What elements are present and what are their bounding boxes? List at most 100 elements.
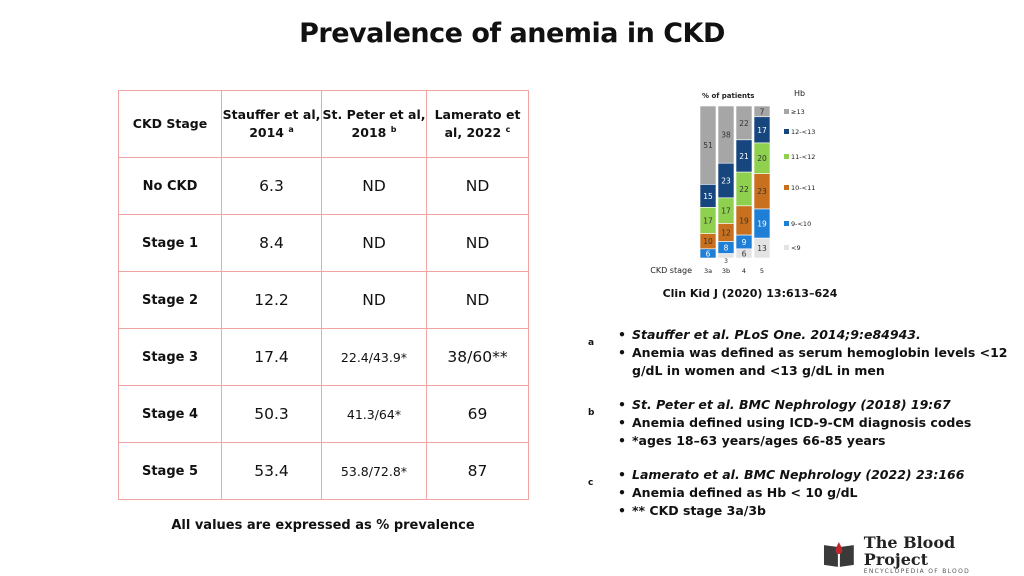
table-footnote: All values are expressed as % prevalence [171, 518, 475, 533]
stpeter-value: 41.3/64* [321, 385, 427, 443]
bar-value-label: 21 [739, 152, 749, 161]
x-tick-label: 3a [704, 267, 712, 275]
header-stpeter: St. Peter et al, 2018 b [321, 90, 427, 158]
legend-label: 9-<10 [791, 220, 811, 228]
bar-value-label: 22 [739, 119, 749, 128]
stage-cell: Stage 2 [118, 271, 222, 329]
legend-label: 12-<13 [791, 128, 815, 136]
bar-value-label: 51 [703, 141, 713, 150]
reference-a: a Stauffer et al. PLoS One. 2014;9:e8494… [588, 326, 1008, 380]
stpeter-value: ND [321, 271, 427, 329]
stpeter-value: 53.8/72.8* [321, 442, 427, 500]
reference-b: b St. Peter et al. BMC Nephrology (2018)… [588, 396, 1008, 450]
table-row: Stage 4 50.3 41.3/64* 69 [118, 385, 529, 443]
legend-swatch [784, 245, 789, 250]
stpeter-value: ND [321, 214, 427, 272]
book-drop-icon [823, 541, 854, 567]
lamerato-value: ND [426, 214, 529, 272]
bar-value-label: 6 [706, 249, 711, 258]
logo-name: The Blood Project [863, 533, 956, 569]
bar-value-label: 8 [724, 243, 729, 252]
prevalence-table: CKD Stage Stauffer et al, 2014 a St. Pet… [118, 90, 529, 500]
bar-value-label: 9 [742, 238, 747, 247]
stauffer-value: 50.3 [221, 385, 322, 443]
legend-label: ≥13 [791, 108, 805, 116]
stage-cell: Stage 1 [118, 214, 222, 272]
x-tick-label: 4 [742, 267, 746, 275]
header-ckd-stage: CKD Stage [118, 90, 222, 158]
legend-label: 10-<11 [791, 184, 815, 192]
references: a Stauffer et al. PLoS One. 2014;9:e8494… [588, 326, 1008, 536]
reference-citation: Lamerato et al. BMC Nephrology (2022) 23… [618, 466, 1008, 484]
stage-cell: Stage 3 [118, 328, 222, 386]
stauffer-value: 17.4 [221, 328, 322, 386]
bar-value-label: 17 [757, 126, 767, 135]
chart-title: % of patients [702, 92, 754, 100]
bar-value-label: 12 [721, 228, 731, 237]
stauffer-value: 12.2 [221, 271, 322, 329]
stauffer-value: 6.3 [221, 157, 322, 215]
reference-note: Anemia defined as Hb < 10 g/dL [618, 484, 1008, 502]
reference-letter: c [588, 478, 594, 488]
header-lamerato: Lamerato et al, 2022 c [426, 90, 529, 158]
stpeter-value: ND [321, 157, 427, 215]
page-title: Prevalence of anemia in CKD [299, 18, 725, 49]
reference-letter: b [588, 408, 595, 418]
legend-swatch [784, 129, 789, 134]
x-axis-label: CKD stage [650, 266, 692, 275]
blood-project-logo: The Blood Project ENCYCLOPEDIA OF BLOOD [822, 534, 1024, 575]
bar-value-label: 7 [760, 107, 765, 116]
stage-cell: Stage 5 [118, 442, 222, 500]
bar-value-label: 17 [703, 216, 713, 225]
bar-segment [753, 105, 771, 118]
bar-value-label: 23 [721, 176, 731, 185]
bar-value-label: 38 [721, 131, 731, 140]
bar-value-label: 10 [703, 237, 713, 246]
legend-swatch [784, 221, 789, 226]
table-row: No CKD 6.3 ND ND [118, 157, 529, 215]
x-tick-label: 5 [760, 267, 764, 275]
legend-swatch [784, 109, 789, 114]
stauffer-value: 8.4 [221, 214, 322, 272]
bar-segment [717, 105, 735, 164]
bar-value-label: 23 [757, 187, 767, 196]
legend-title: Hb [794, 89, 805, 98]
stauffer-value: 53.4 [221, 442, 322, 500]
bar-value-label: 15 [703, 192, 713, 201]
legend-label: 11-<12 [791, 153, 815, 161]
stage-cell: No CKD [118, 157, 222, 215]
legend-label: <9 [791, 244, 801, 252]
lamerato-value: 69 [426, 385, 529, 443]
table-row: Stage 1 8.4 ND ND [118, 214, 529, 272]
x-tick-label: 3b [722, 267, 730, 275]
bar-value-label: 19 [757, 219, 767, 228]
bar-segment [735, 105, 753, 141]
chart-citation: Clin Kid J (2020) 13:613–624 [662, 287, 838, 300]
hb-stacked-bar-chart: % of patients Hb6101715513a38121723383b69… [650, 89, 815, 275]
reference-letter: a [588, 338, 595, 348]
legend-swatch [784, 185, 789, 190]
table-header-row: CKD Stage Stauffer et al, 2014 a St. Pet… [118, 90, 529, 158]
table-row: Stage 3 17.4 22.4/43.9* 38/60** [118, 328, 529, 386]
stage-cell: Stage 4 [118, 385, 222, 443]
reference-note: *ages 18–63 years/ages 66-85 years [618, 432, 1008, 450]
reference-note: Anemia defined using ICD-9-CM diagnosis … [618, 414, 1008, 432]
lamerato-value: ND [426, 271, 529, 329]
bar-value-label: 17 [721, 207, 731, 216]
logo-subtitle: ENCYCLOPEDIA OF BLOOD [863, 568, 971, 575]
lamerato-value: 87 [426, 442, 529, 500]
bar-value-label: 22 [739, 185, 749, 194]
reference-c: c Lamerato et al. BMC Nephrology (2022) … [588, 466, 1008, 520]
reference-note: ** CKD stage 3a/3b [618, 502, 1008, 520]
bar-value-label: 3 [724, 258, 728, 265]
bar-value-label: 6 [742, 249, 747, 258]
table-row: Stage 5 53.4 53.8/72.8* 87 [118, 442, 529, 500]
bar-segment [699, 105, 717, 185]
header-stauffer: Stauffer et al, 2014 a [221, 90, 322, 158]
lamerato-value: 38/60** [426, 328, 529, 386]
reference-note: Anemia was defined as serum hemoglobin l… [618, 344, 1008, 380]
reference-citation: St. Peter et al. BMC Nephrology (2018) 1… [618, 396, 1008, 414]
bar-value-label: 20 [757, 154, 767, 163]
bar-value-label: 19 [739, 216, 749, 225]
lamerato-value: ND [426, 157, 529, 215]
